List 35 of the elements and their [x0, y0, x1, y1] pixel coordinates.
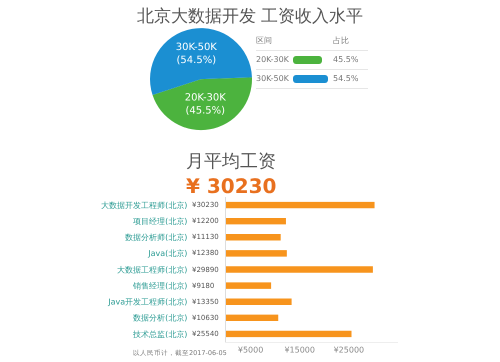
y-tick-label: 销售经理(北京) — [132, 281, 188, 290]
bar — [226, 266, 373, 273]
bar — [226, 218, 286, 224]
chart-title: 北京大数据开发 工资收入水平 — [136, 6, 364, 27]
data-label: (45.5%) — [185, 105, 226, 116]
x-tick-label: ¥25000 — [334, 346, 364, 355]
text: 占比 — [333, 35, 349, 47]
y-tick-label: Java(北京) — [147, 249, 188, 258]
bar — [226, 330, 352, 338]
pie-slice — [152, 77, 252, 130]
y-tick-label: 数据分析师(北京) — [125, 233, 188, 242]
bar — [226, 202, 375, 208]
slice-label: 20K-30K — [184, 92, 226, 104]
y-tick-label: 数据分析(北京) — [133, 314, 188, 323]
bar — [226, 250, 287, 257]
bar — [226, 314, 278, 322]
bar — [226, 234, 281, 240]
legend-title: 区间 — [256, 36, 272, 45]
slice-label: 30K-50K — [176, 42, 218, 53]
y-tick-label: 大数据工程师(北京) — [117, 265, 188, 274]
chart-subtitle: ¥ 30230 — [186, 174, 276, 198]
legend-label: 20K-30K — [256, 55, 289, 64]
y-tick-label: 大数据开发工程师(北京) — [101, 200, 188, 210]
text: 45.5% — [333, 54, 358, 66]
x-tick-label: ¥15000 — [284, 346, 315, 355]
data-label: (54.5%) — [176, 54, 216, 66]
y-tick-label: 项目经理(北京) — [133, 216, 188, 226]
y-tick-label: 技术总监(北京) — [132, 330, 188, 339]
text: 54.5% — [333, 73, 358, 85]
y-tick-label: Java开发工程师(北京) — [107, 298, 188, 307]
chart-title: 月平均工资 — [186, 151, 276, 172]
x-tick-label: ¥5000 — [238, 346, 264, 355]
legend-label: 30K-50K — [256, 74, 289, 83]
bar — [226, 298, 292, 305]
bar — [226, 282, 272, 289]
